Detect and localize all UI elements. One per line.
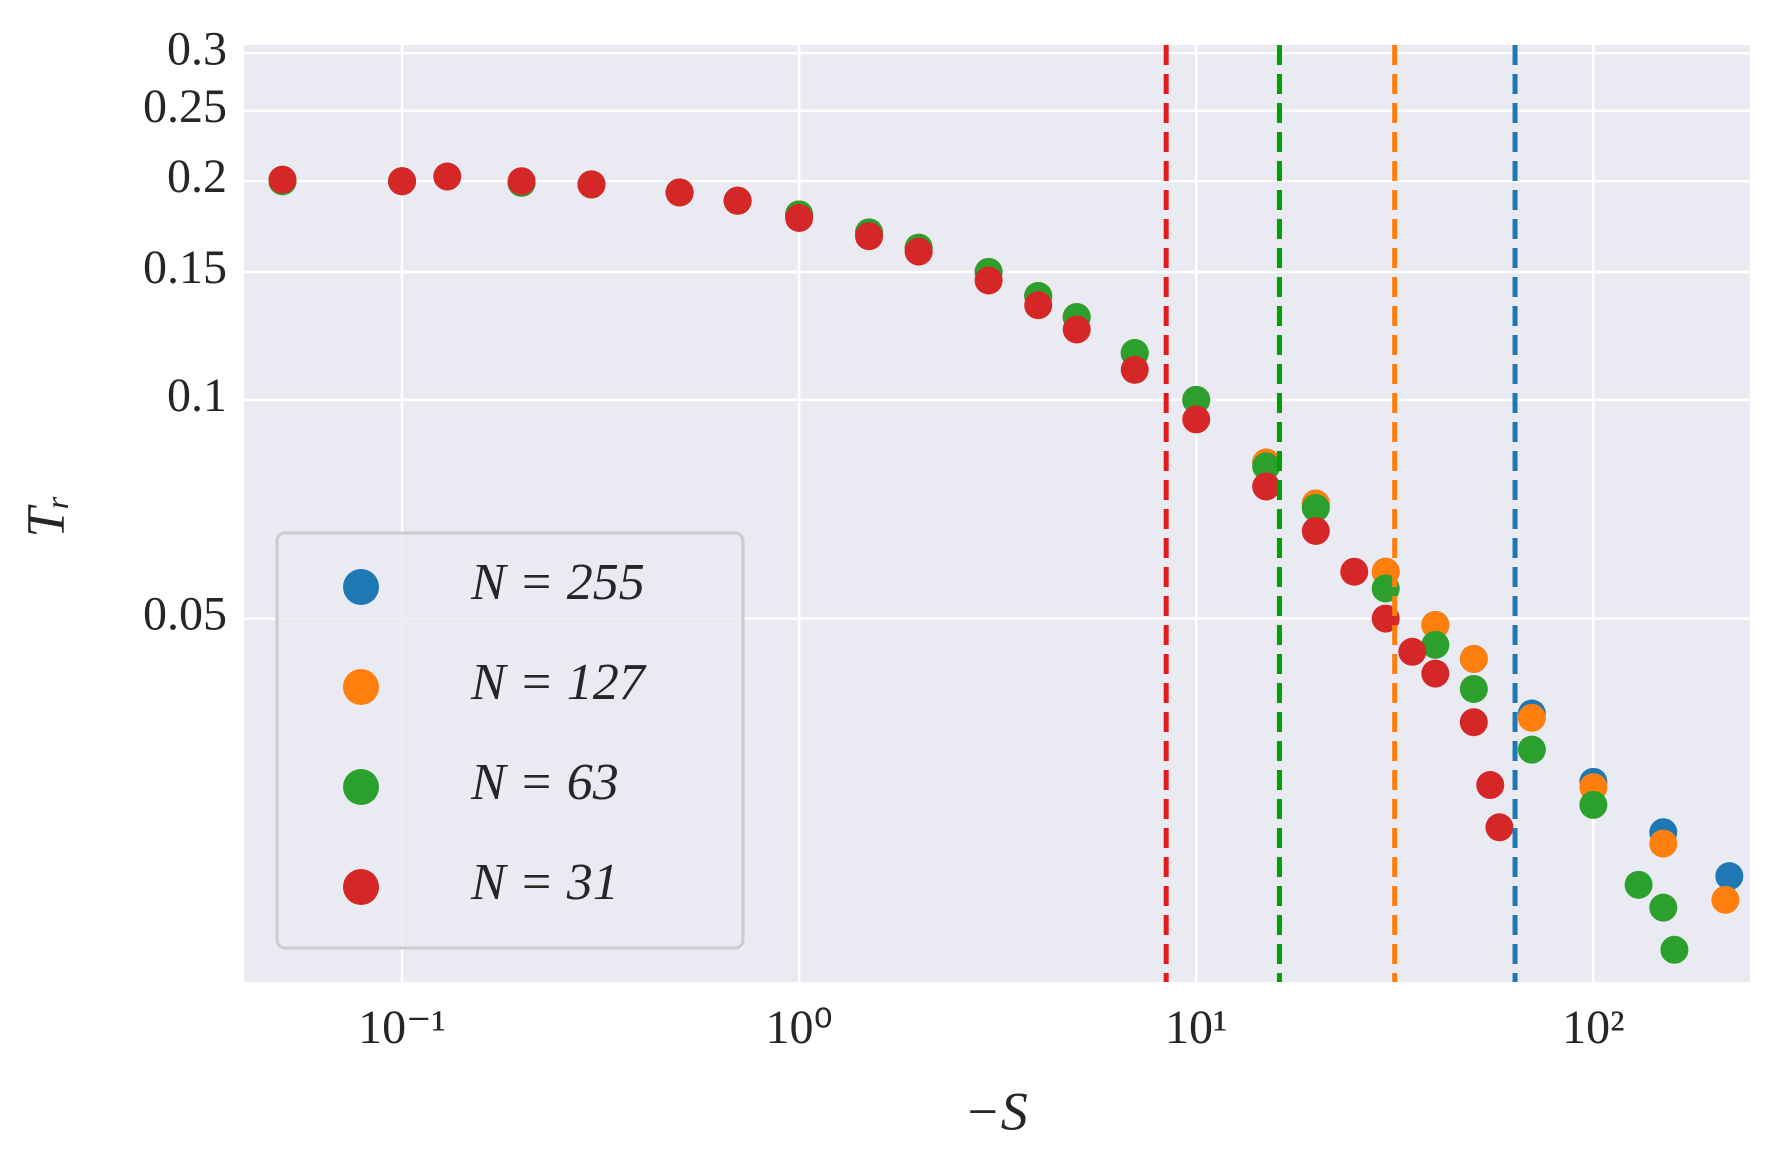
x-axis-label: −S [964,1081,1027,1141]
y-tick-label: 0.2 [167,150,227,203]
legend-label: N = 127 [470,654,647,711]
data-point [1711,885,1740,914]
legend-marker [343,569,379,605]
y-tick-label: 0.05 [143,588,227,641]
legend-label: N = 31 [470,854,619,911]
legend-marker [343,669,379,705]
data-point [1459,644,1488,673]
data-point [1301,493,1330,522]
data-point [1459,674,1488,703]
data-point [785,203,814,232]
data-point [1485,813,1514,842]
data-point [433,162,462,191]
data-point [1421,610,1450,639]
data-point [1120,355,1149,384]
data-point [904,237,933,266]
x-tick-label: 10² [1562,1001,1624,1054]
data-point [268,165,297,194]
data-point [1252,472,1281,501]
data-point [1649,829,1678,858]
data-point [1715,862,1744,891]
legend-marker [343,869,379,905]
data-point [1517,735,1546,764]
data-point [1024,291,1053,320]
data-point [1579,790,1608,819]
data-point [1649,893,1678,922]
data-point [1476,771,1505,800]
y-tick-label: 0.15 [143,241,227,294]
data-point [507,167,536,196]
data-point [1252,452,1281,481]
data-point [577,170,606,199]
legend-box [275,531,745,950]
x-tick-label: 10¹ [1165,1001,1227,1054]
data-point [855,222,884,251]
data-point [1459,708,1488,737]
data-point [1301,516,1330,545]
data-point [388,167,417,196]
data-point [723,186,752,215]
data-point [1624,870,1653,899]
y-tick-label: 0.1 [167,369,227,422]
legend-label: N = 63 [470,754,619,811]
data-point [665,178,694,207]
data-point [1062,315,1091,344]
axes: 10⁻¹ 10⁰ 10¹ 10² 0.05 0.1 0.15 0.2 0.250.3 [143,22,1625,1054]
data-point [1517,703,1546,732]
x-tick-label: 10⁰ [766,1001,833,1054]
y-tick-label: 0.25 [143,80,227,133]
data-point [1182,385,1211,414]
legend-label: N = 255 [470,554,645,611]
data-point [1660,935,1689,964]
marks [268,45,1744,982]
data-point [1421,659,1450,688]
data-point [1340,557,1369,586]
y-axis-label: Tᵣ [15,494,75,537]
legend: N = 255 N = 127 N = 63 N = 31 [275,531,745,950]
data-point [1421,630,1450,659]
data-point [974,266,1003,295]
data-point [1182,405,1211,434]
y-tick-label: 0.3 [167,22,227,75]
x-tick-label: 10⁻¹ [358,1001,446,1054]
data-point [1398,637,1427,666]
grid [244,45,1750,982]
legend-marker [343,769,379,805]
